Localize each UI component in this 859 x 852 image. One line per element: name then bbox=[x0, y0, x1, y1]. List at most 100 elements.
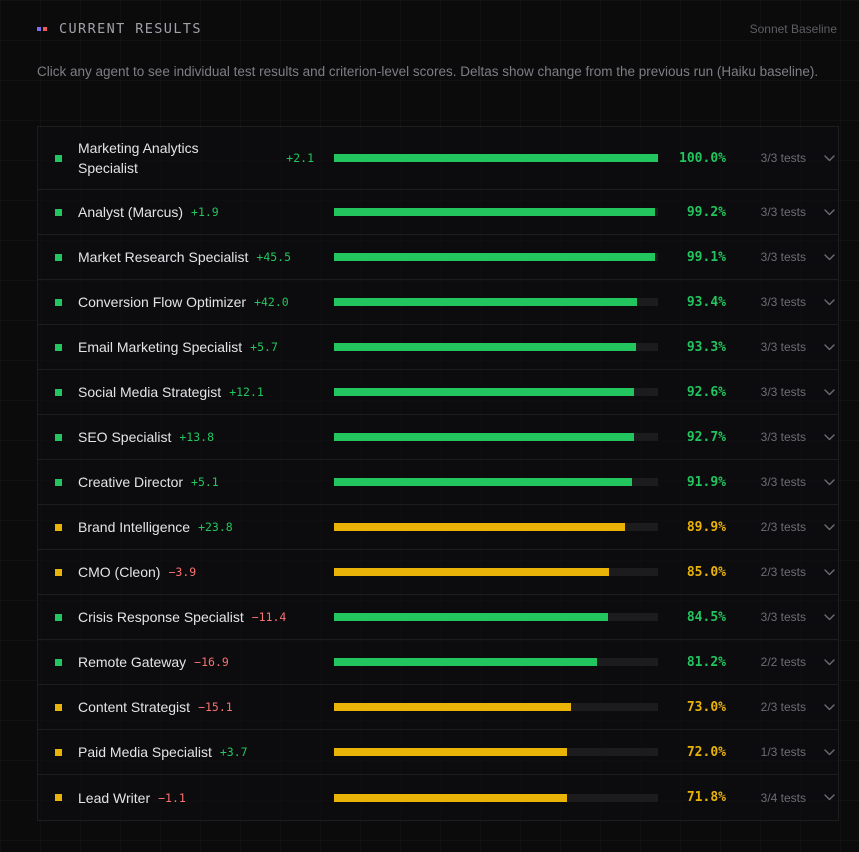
agent-delta: +23.8 bbox=[198, 520, 233, 534]
agent-score: 99.2% bbox=[686, 204, 726, 220]
agent-row[interactable]: SEO Specialist +13.8 92.7% 3/3 tests bbox=[38, 415, 838, 460]
agent-tests-count: 3/3 tests bbox=[760, 340, 806, 354]
score-bar-track bbox=[334, 658, 658, 666]
agent-name: Creative Director bbox=[78, 474, 184, 490]
agent-name: Content Strategist bbox=[78, 699, 191, 715]
chevron-down-icon[interactable] bbox=[809, 478, 849, 486]
score-bar-fill bbox=[334, 523, 626, 531]
agent-row[interactable]: Email Marketing Specialist +5.7 93.3% 3/3 t… bbox=[38, 325, 838, 370]
score-bar-track bbox=[334, 343, 658, 351]
score-bar-track bbox=[334, 298, 658, 306]
section-marker-icon bbox=[37, 27, 47, 31]
score-bar-track bbox=[334, 748, 658, 756]
score-bar-track bbox=[334, 388, 658, 396]
agent-score: 84.5% bbox=[686, 609, 726, 625]
agent-tests-count: 3/3 tests bbox=[760, 385, 806, 399]
agent-tests-count: 1/3 tests bbox=[760, 745, 806, 759]
chevron-down-icon[interactable] bbox=[809, 794, 849, 801]
agent-row[interactable]: Analyst (Marcus) +1.9 99.2% 3/3 tests bbox=[38, 190, 838, 235]
chevron-down-icon[interactable] bbox=[809, 433, 849, 441]
agent-tests-count: 3/3 tests bbox=[760, 250, 806, 264]
status-indicator bbox=[55, 253, 62, 261]
score-bar-track bbox=[334, 433, 658, 441]
agent-name-cell: Paid Media Specialist +3.7 bbox=[78, 742, 324, 762]
results-header: CURRENT RESULTS Sonnet Baseline bbox=[37, 19, 837, 39]
agent-score: 85.0% bbox=[686, 564, 726, 580]
agent-delta: +2.1 bbox=[286, 151, 314, 165]
agent-row[interactable]: Creative Director +5.1 91.9% 3/3 tests bbox=[38, 460, 838, 505]
agent-row[interactable]: Lead Writer −1.1 71.8% 3/4 tests bbox=[38, 775, 838, 820]
agent-delta: −3.9 bbox=[168, 565, 197, 579]
agent-name-cell: Analyst (Marcus) +1.9 bbox=[78, 202, 324, 222]
status-indicator bbox=[55, 613, 62, 621]
score-bar-fill bbox=[334, 613, 608, 621]
status-indicator bbox=[55, 388, 62, 396]
chevron-down-icon[interactable] bbox=[809, 253, 849, 261]
agent-score: 92.7% bbox=[686, 429, 726, 445]
agent-row[interactable]: Market Research Specialist +45.5 99.1% 3/3 … bbox=[38, 235, 838, 280]
agent-tests-count: 2/2 tests bbox=[760, 655, 806, 669]
status-indicator bbox=[55, 794, 62, 801]
agent-delta: +1.9 bbox=[191, 205, 219, 219]
status-indicator bbox=[55, 433, 62, 441]
chevron-down-icon[interactable] bbox=[809, 298, 849, 306]
chevron-down-icon[interactable] bbox=[809, 208, 849, 216]
agent-name: Conversion Flow Optimizer bbox=[78, 294, 247, 310]
agent-row[interactable]: Social Media Strategist +12.1 92.6% 3/3 tes… bbox=[38, 370, 838, 415]
chevron-down-icon[interactable] bbox=[809, 343, 849, 351]
score-bar-fill bbox=[334, 343, 637, 351]
status-indicator bbox=[55, 478, 62, 486]
score-bar-fill bbox=[334, 388, 635, 396]
agent-name: SEO Specialist bbox=[78, 429, 172, 445]
agent-score: 72.0% bbox=[686, 744, 726, 760]
agent-score: 81.2% bbox=[686, 654, 726, 670]
agent-name: Remote Gateway bbox=[78, 654, 187, 670]
agent-row[interactable]: Conversion Flow Optimizer +42.0 93.4% 3/3 t… bbox=[38, 280, 838, 325]
agent-delta: +3.7 bbox=[219, 745, 248, 759]
score-bar-track bbox=[334, 793, 658, 802]
score-bar-fill bbox=[334, 793, 567, 802]
score-bar-fill bbox=[334, 703, 571, 711]
score-bar-fill bbox=[334, 658, 598, 666]
agent-row[interactable]: Remote Gateway −16.9 81.2% 2/2 tests bbox=[38, 640, 838, 685]
agent-row[interactable]: CMO (Cleon) −3.9 85.0% 2/3 tests bbox=[38, 550, 838, 595]
agent-tests-count: 3/3 tests bbox=[760, 610, 806, 624]
agent-tests-count: 3/3 tests bbox=[760, 430, 806, 444]
chevron-down-icon[interactable] bbox=[809, 658, 849, 666]
score-bar-fill bbox=[334, 748, 568, 756]
agent-tests-count: 3/4 tests bbox=[760, 790, 806, 805]
agent-name: Market Research Specialist bbox=[78, 249, 249, 265]
score-bar-fill bbox=[334, 568, 610, 576]
chevron-down-icon[interactable] bbox=[809, 613, 849, 621]
agent-score: 73.0% bbox=[686, 699, 726, 715]
agent-row[interactable]: Marketing Analytics Specialist +2.1 100.0%… bbox=[38, 127, 838, 190]
status-indicator bbox=[55, 568, 62, 576]
chevron-down-icon[interactable] bbox=[809, 523, 849, 531]
agent-score: 91.9% bbox=[686, 474, 726, 490]
agent-score: 99.1% bbox=[686, 249, 726, 265]
agent-delta: −11.4 bbox=[251, 610, 287, 624]
agent-row[interactable]: Content Strategist −15.1 73.0% 2/3 tests bbox=[38, 685, 838, 730]
status-indicator bbox=[55, 748, 62, 756]
chevron-down-icon[interactable] bbox=[809, 154, 849, 162]
score-bar-track bbox=[334, 613, 658, 621]
chevron-down-icon[interactable] bbox=[809, 748, 849, 756]
agent-tests-count: 2/3 tests bbox=[760, 700, 806, 714]
agent-name-cell: SEO Specialist +13.8 bbox=[78, 427, 324, 447]
agent-score: 93.4% bbox=[686, 294, 726, 310]
agent-name: CMO (Cleon) bbox=[78, 564, 161, 580]
score-bar-track bbox=[334, 253, 658, 261]
agent-tests-count: 3/3 tests bbox=[760, 205, 806, 219]
score-bar-fill bbox=[334, 154, 658, 162]
agent-row[interactable]: Brand Intelligence +23.8 89.9% 2/3 tests bbox=[38, 505, 838, 550]
agent-name: Crisis Response Specialist bbox=[78, 609, 244, 625]
agent-row[interactable]: Crisis Response Specialist −11.4 84.5% 3/3 … bbox=[38, 595, 838, 640]
chevron-down-icon[interactable] bbox=[809, 568, 849, 576]
agent-results-list: Marketing Analytics Specialist +2.1 100.0%… bbox=[37, 126, 839, 821]
chevron-down-icon[interactable] bbox=[809, 703, 849, 711]
agent-name-cell: Brand Intelligence +23.8 bbox=[78, 517, 324, 537]
agent-delta: +5.7 bbox=[250, 340, 278, 354]
agent-row[interactable]: Paid Media Specialist +3.7 72.0% 1/3 tests bbox=[38, 730, 838, 775]
chevron-down-icon[interactable] bbox=[809, 388, 849, 396]
status-indicator bbox=[55, 703, 62, 711]
